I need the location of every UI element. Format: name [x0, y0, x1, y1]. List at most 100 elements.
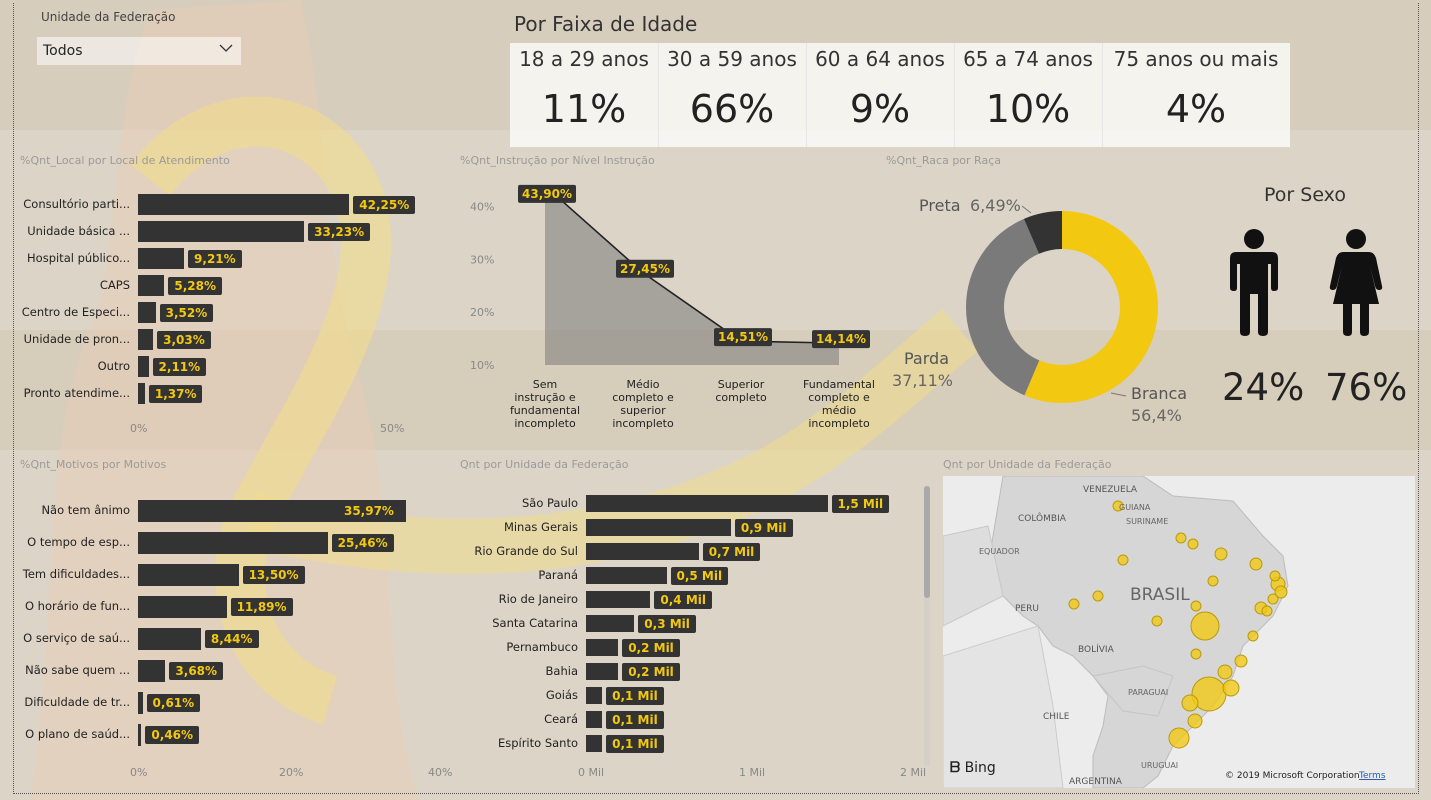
- map-label-guiana: GUIANA: [1119, 503, 1151, 512]
- bar[interactable]: [138, 329, 154, 350]
- bar[interactable]: [138, 532, 328, 554]
- data-label: 0,46%: [145, 726, 200, 744]
- map-copyright: © 2019 Microsoft Corporation: [1225, 771, 1360, 781]
- bar[interactable]: [138, 692, 143, 714]
- map-label-equador: EQUADOR: [979, 547, 1020, 556]
- data-label: 25,46%: [331, 534, 394, 552]
- bar[interactable]: [586, 495, 828, 512]
- category-label: São Paulo: [521, 495, 578, 510]
- category-label: Consultório parti...: [23, 196, 130, 211]
- category-label: O horário de fun...: [24, 599, 130, 613]
- data-label: 0,9 Mil: [734, 518, 793, 537]
- bar[interactable]: [138, 596, 227, 618]
- age-card: 30 a 59 anos 66%: [658, 43, 807, 147]
- age-label: 65 a 74 anos: [963, 47, 1093, 71]
- data-label[interactable]: 27,45%: [616, 259, 674, 278]
- y-tick: 10%: [470, 359, 494, 372]
- y-tick: 30%: [470, 253, 494, 266]
- bar[interactable]: [138, 194, 350, 215]
- data-label: 1,37%: [148, 384, 203, 403]
- bar[interactable]: [586, 519, 731, 536]
- bar[interactable]: [138, 724, 142, 746]
- bar[interactable]: [138, 660, 166, 682]
- category-label: Unidade básica ...: [27, 223, 130, 238]
- bar[interactable]: [138, 564, 239, 586]
- bar[interactable]: [586, 687, 603, 704]
- data-label: 0,1 Mil: [606, 734, 664, 753]
- category-label-line: médio: [821, 404, 857, 417]
- axis-tick: 2 Mil: [900, 766, 927, 779]
- data-label[interactable]: 43,90%: [518, 184, 576, 203]
- uf-scroll-track[interactable]: [924, 486, 930, 766]
- category-label: Dificuldade de tr...: [24, 695, 130, 709]
- data-label: 0,4 Mil: [654, 590, 712, 609]
- bar[interactable]: [138, 628, 201, 650]
- slice-label-value: 6,49%: [970, 196, 1021, 215]
- chart-title-uf: Qnt por Unidade da Federação: [460, 458, 629, 471]
- bar[interactable]: [138, 356, 149, 377]
- age-title: Por Faixa de Idade: [514, 12, 698, 36]
- category-label: Outro: [97, 358, 130, 373]
- data-label-text: 14,14%: [816, 332, 866, 346]
- sexo-title: Por Sexo: [1264, 184, 1346, 206]
- category-label: Santa Catarina: [492, 615, 578, 630]
- map-label-venezuela: VENEZUELA: [1083, 485, 1138, 495]
- bar[interactable]: [586, 711, 603, 728]
- axis-tick: 0 Mil: [578, 766, 605, 779]
- chart-title-local: %Qnt_Local por Local de Atendimento: [20, 154, 230, 167]
- map-label-colombia: COLÔMBIA: [1018, 512, 1067, 524]
- bar[interactable]: [586, 639, 619, 656]
- bar[interactable]: [138, 248, 185, 269]
- category-label-line: Superior: [717, 378, 765, 391]
- bar[interactable]: [586, 663, 619, 680]
- brazil-bubble-map[interactable]: VENEZUELA GUIANA SURINAME COLÔMBIA EQUAD…: [943, 476, 1415, 788]
- bar[interactable]: [138, 383, 145, 404]
- category-label: Tem dificuldades...: [22, 567, 130, 581]
- slice-branca[interactable]: [1024, 211, 1158, 403]
- age-value: 9%: [849, 87, 911, 131]
- category-label-line: instrução e: [514, 391, 576, 404]
- data-label-text: 27,45%: [620, 262, 670, 276]
- data-label-text: 14,51%: [718, 330, 768, 344]
- bar[interactable]: [586, 591, 651, 608]
- bar[interactable]: [138, 302, 156, 323]
- bar[interactable]: [586, 615, 635, 632]
- data-label: 0,7 Mil: [702, 542, 761, 561]
- uf-scrollbar-thumb[interactable]: [924, 486, 930, 598]
- data-label: 5,28%: [168, 276, 223, 295]
- bar[interactable]: [138, 275, 165, 296]
- data-label: 0,61%: [146, 694, 201, 712]
- data-label-bg: [518, 184, 576, 203]
- bar[interactable]: [138, 221, 305, 242]
- y-tick: 20%: [470, 306, 494, 319]
- category-label: Hospital público...: [27, 250, 130, 265]
- data-label: 0,1 Mil: [606, 710, 664, 729]
- category-label: Unidade de pron...: [23, 331, 130, 346]
- male-percent: 24%: [1222, 366, 1305, 409]
- data-label: 33,23%: [308, 222, 371, 241]
- axis-tick: 0%: [130, 422, 148, 435]
- chart-title-raca: %Qnt_Raca por Raça: [886, 154, 1001, 167]
- data-label[interactable]: 14,51%: [714, 328, 772, 347]
- bar[interactable]: [586, 567, 667, 584]
- category-label: Pronto atendime...: [23, 385, 130, 400]
- map-terms-link[interactable]: Terms: [1359, 771, 1386, 781]
- data-label[interactable]: 14,14%: [812, 330, 870, 349]
- age-card: 65 a 74 anos 10%: [954, 43, 1103, 147]
- report-frame: [13, 3, 1419, 794]
- age-value: 4%: [1165, 87, 1227, 131]
- data-label: 3,52%: [159, 303, 214, 322]
- data-label: 3,68%: [169, 662, 224, 680]
- bing-logo[interactable]: ᗷ Bing: [950, 760, 996, 776]
- bar[interactable]: [586, 735, 603, 752]
- category-label-line: incompleto: [514, 417, 576, 430]
- leader-line: [1110, 392, 1127, 397]
- slice-preta[interactable]: [1023, 211, 1062, 254]
- data-label: 0,2 Mil: [622, 662, 680, 681]
- map-label-chile: CHILE: [1043, 712, 1070, 722]
- data-label: 13,50%: [242, 566, 305, 584]
- uf-filter-dropdown[interactable]: Todos: [37, 37, 241, 65]
- slice-parda[interactable]: [966, 218, 1040, 396]
- bar[interactable]: [586, 543, 699, 560]
- category-label: Rio Grande do Sul: [474, 543, 578, 558]
